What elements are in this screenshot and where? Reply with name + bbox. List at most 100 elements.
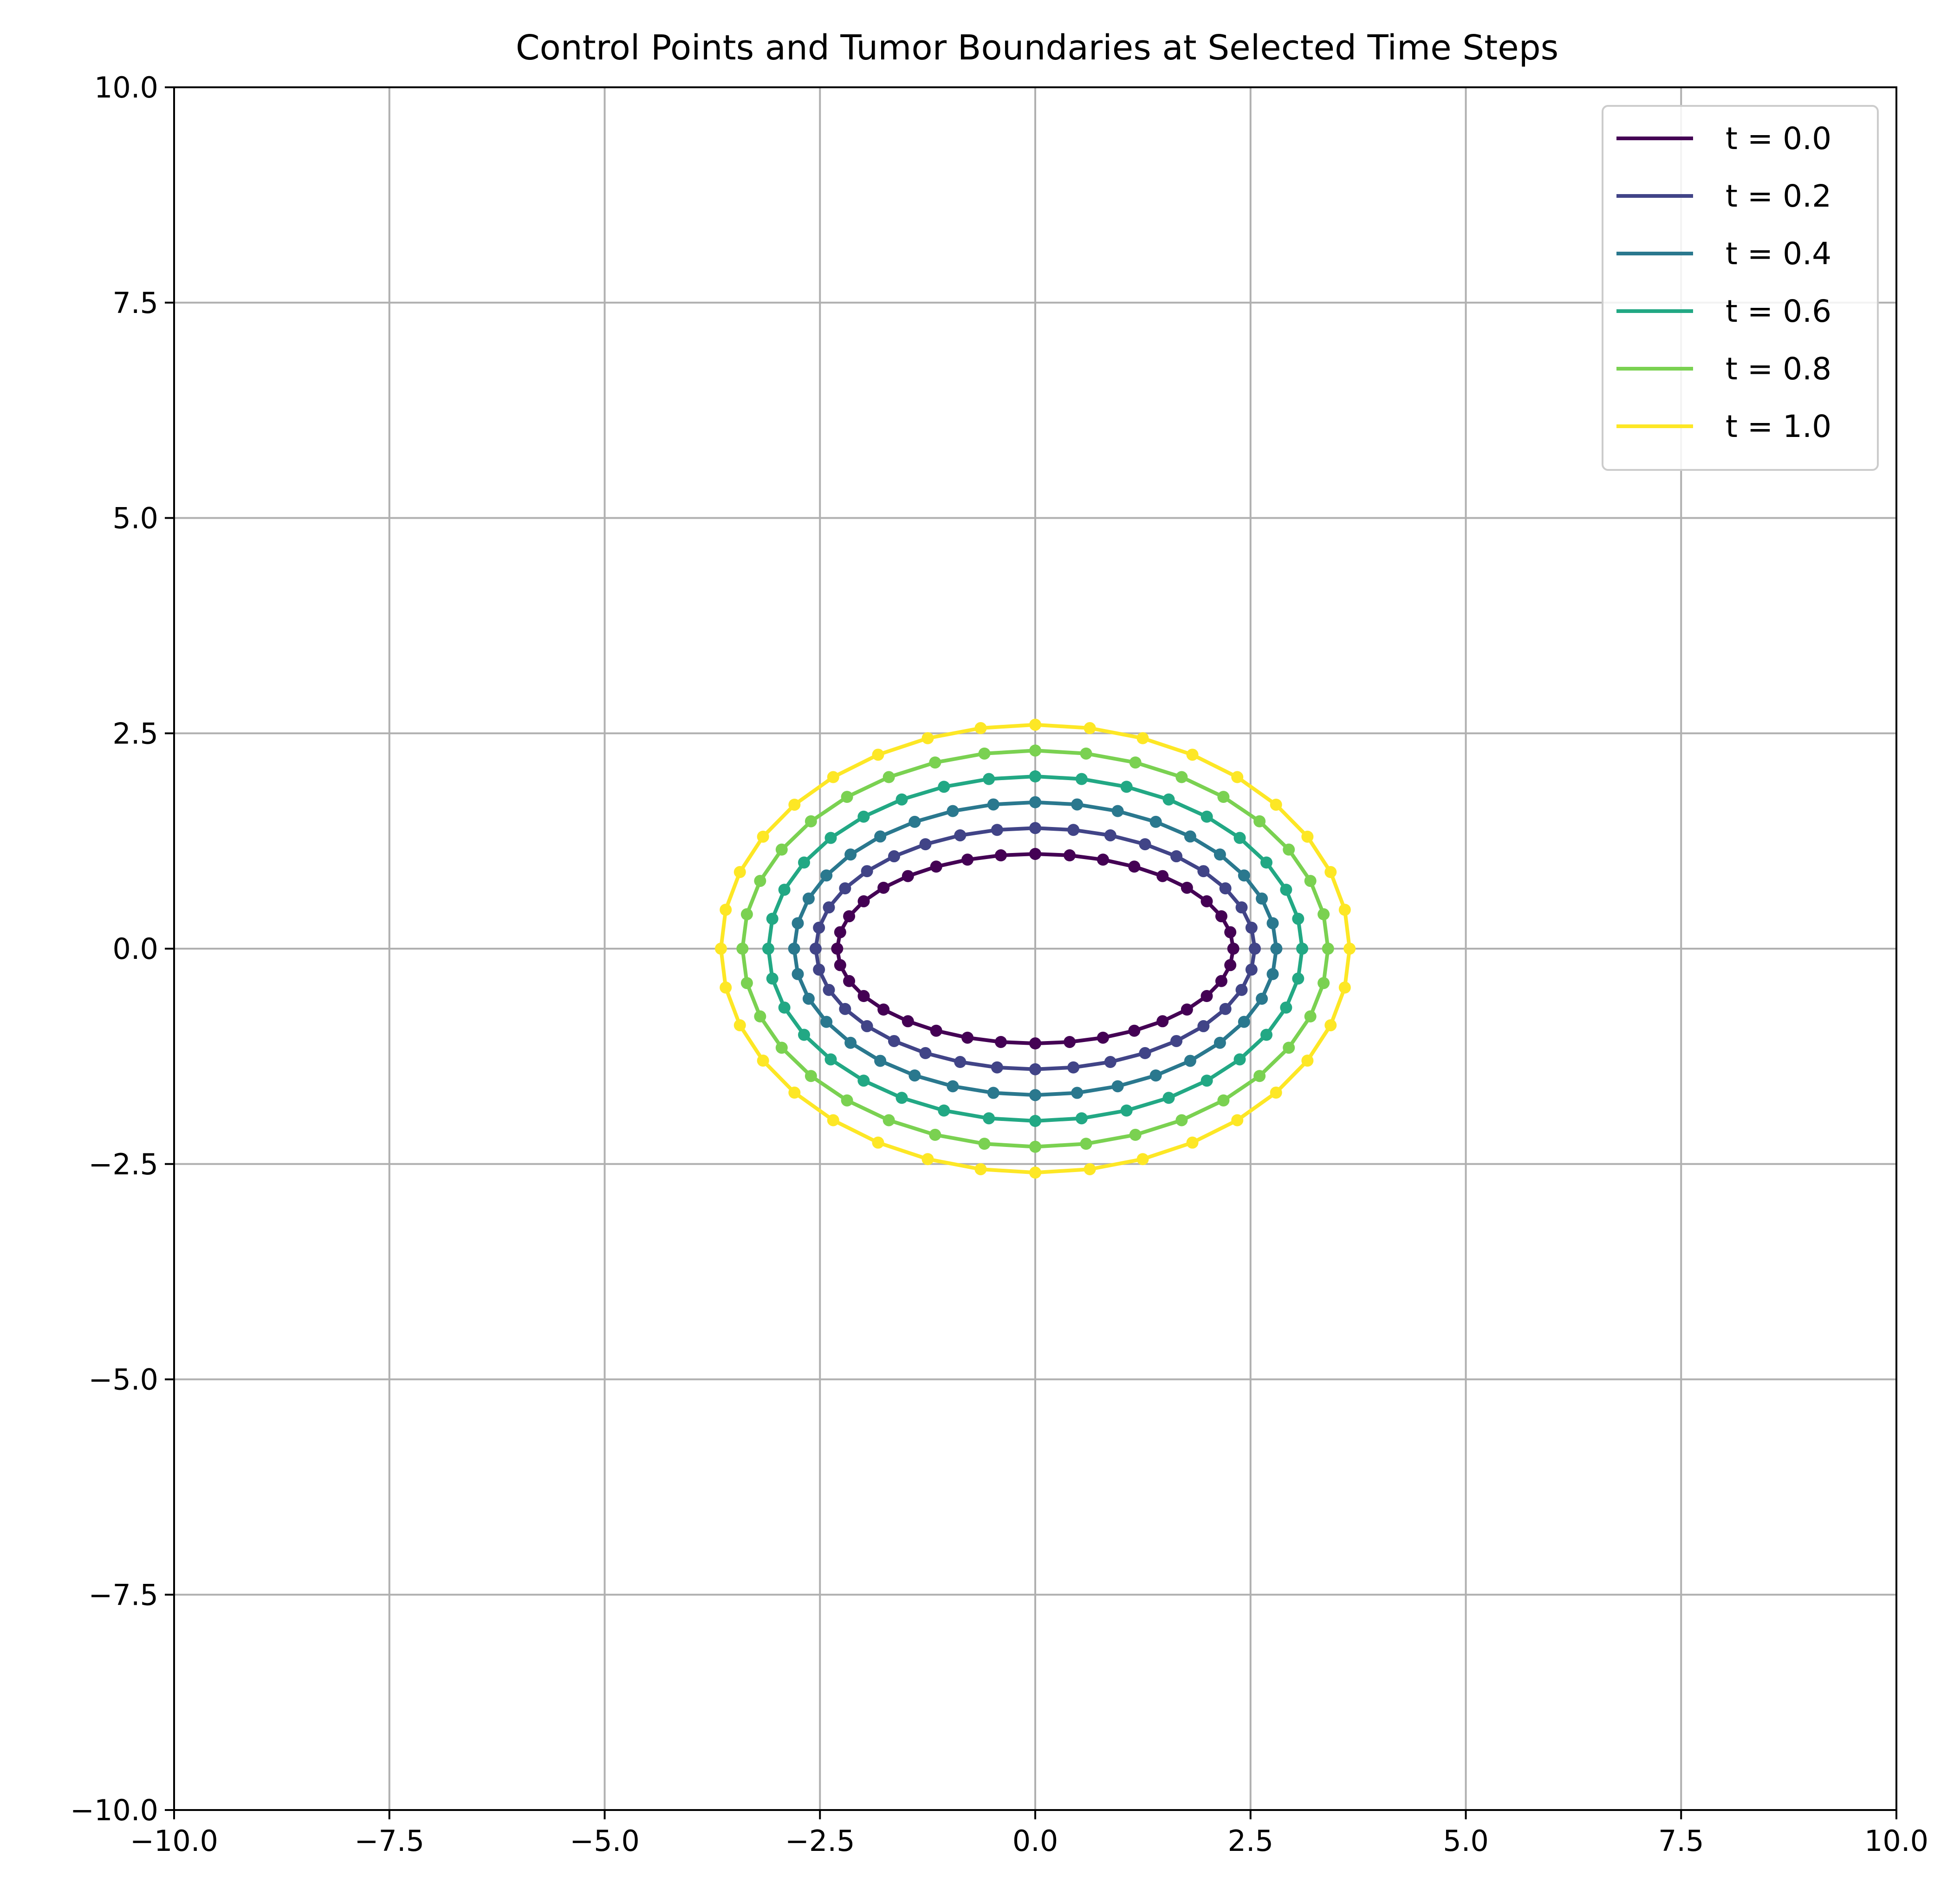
control-point <box>1128 860 1141 873</box>
control-point <box>1292 972 1305 985</box>
series-group <box>736 744 1334 1153</box>
legend-label: t = 0.6 <box>1726 293 1831 329</box>
y-tick-label: 5.0 <box>112 501 158 535</box>
control-point <box>788 1087 801 1099</box>
control-point <box>805 1070 817 1082</box>
legend-label: t = 0.4 <box>1726 236 1831 272</box>
x-tick-label: 10.0 <box>1864 1824 1928 1858</box>
x-tick-label: −5.0 <box>570 1824 640 1858</box>
control-point <box>1201 990 1213 1003</box>
control-point <box>1201 1074 1213 1087</box>
control-point <box>1256 992 1268 1005</box>
control-point <box>1064 1035 1076 1048</box>
control-point <box>1080 747 1092 760</box>
control-point <box>1317 908 1330 920</box>
control-point <box>896 1092 908 1104</box>
control-point <box>1175 1114 1188 1127</box>
control-point <box>994 1035 1007 1048</box>
control-point <box>947 1080 959 1093</box>
control-point <box>961 1031 974 1044</box>
control-point <box>1075 1112 1088 1125</box>
control-point <box>809 943 822 955</box>
control-point <box>1181 881 1193 894</box>
series-group <box>762 770 1309 1127</box>
axis-ticks: −10.0 −7.5 −5.0 −2.5 0.0 2.5 5.0 7.5 10.0 −10.0 −7… <box>70 71 1928 1858</box>
y-tick-label: 7.5 <box>112 286 158 320</box>
control-point <box>778 884 791 896</box>
control-point <box>1283 1042 1295 1054</box>
control-point <box>1080 1138 1092 1150</box>
series-group <box>809 822 1261 1075</box>
control-point <box>991 824 1003 836</box>
control-point <box>788 943 800 955</box>
legend-label: t = 0.2 <box>1726 178 1831 214</box>
control-point <box>1067 824 1080 836</box>
control-point <box>1235 983 1248 996</box>
control-point <box>740 977 753 990</box>
control-point <box>861 865 873 878</box>
control-point <box>1266 968 1279 980</box>
control-point <box>1186 1136 1199 1149</box>
control-point <box>775 843 788 856</box>
control-point <box>1280 884 1292 896</box>
control-point <box>1219 1003 1232 1015</box>
control-point <box>1215 975 1227 987</box>
control-point <box>1071 1087 1084 1099</box>
control-point <box>1270 1087 1282 1099</box>
control-point <box>1184 1055 1196 1067</box>
control-point <box>877 881 890 894</box>
control-point <box>888 850 900 863</box>
control-point <box>1219 882 1232 895</box>
control-point <box>1231 1114 1244 1127</box>
control-point <box>1097 1031 1109 1044</box>
control-point <box>1270 943 1283 955</box>
control-point <box>1245 964 1258 976</box>
control-point <box>1283 843 1295 856</box>
control-point <box>954 829 967 841</box>
control-point <box>874 830 887 843</box>
control-point <box>1067 1061 1080 1074</box>
control-point <box>714 943 727 955</box>
control-point <box>1235 901 1248 914</box>
control-point <box>1322 943 1334 955</box>
control-point <box>802 892 815 905</box>
control-point <box>1136 732 1149 744</box>
control-point <box>938 1104 950 1117</box>
control-point <box>1029 796 1041 808</box>
control-point <box>929 756 941 769</box>
control-point <box>983 1112 995 1125</box>
control-point <box>1120 1104 1133 1117</box>
control-point <box>788 798 801 811</box>
control-point <box>844 848 857 861</box>
control-point <box>1266 917 1279 930</box>
control-point <box>1343 943 1356 955</box>
control-point <box>872 749 884 761</box>
control-point <box>1304 875 1317 887</box>
control-point <box>1029 1063 1041 1075</box>
control-point <box>1296 943 1309 955</box>
control-point <box>824 832 837 844</box>
control-point <box>1245 921 1258 934</box>
control-point <box>1139 838 1151 851</box>
control-point <box>1201 895 1213 907</box>
control-point <box>802 992 815 1005</box>
control-point <box>1233 1053 1246 1066</box>
control-point <box>930 860 942 873</box>
control-point <box>762 943 774 955</box>
y-tick-label: −5.0 <box>88 1363 158 1397</box>
control-point <box>877 1003 890 1016</box>
control-point <box>834 926 846 938</box>
control-point <box>1201 810 1213 823</box>
control-point <box>896 793 908 806</box>
control-point <box>857 895 870 907</box>
control-point <box>1029 770 1041 782</box>
control-point <box>1270 798 1282 811</box>
control-point <box>733 866 746 879</box>
control-point <box>778 1001 791 1014</box>
control-point <box>994 849 1007 862</box>
control-point <box>909 1069 921 1082</box>
control-point <box>1149 1069 1162 1082</box>
control-point <box>1184 830 1196 843</box>
control-point <box>974 722 987 735</box>
